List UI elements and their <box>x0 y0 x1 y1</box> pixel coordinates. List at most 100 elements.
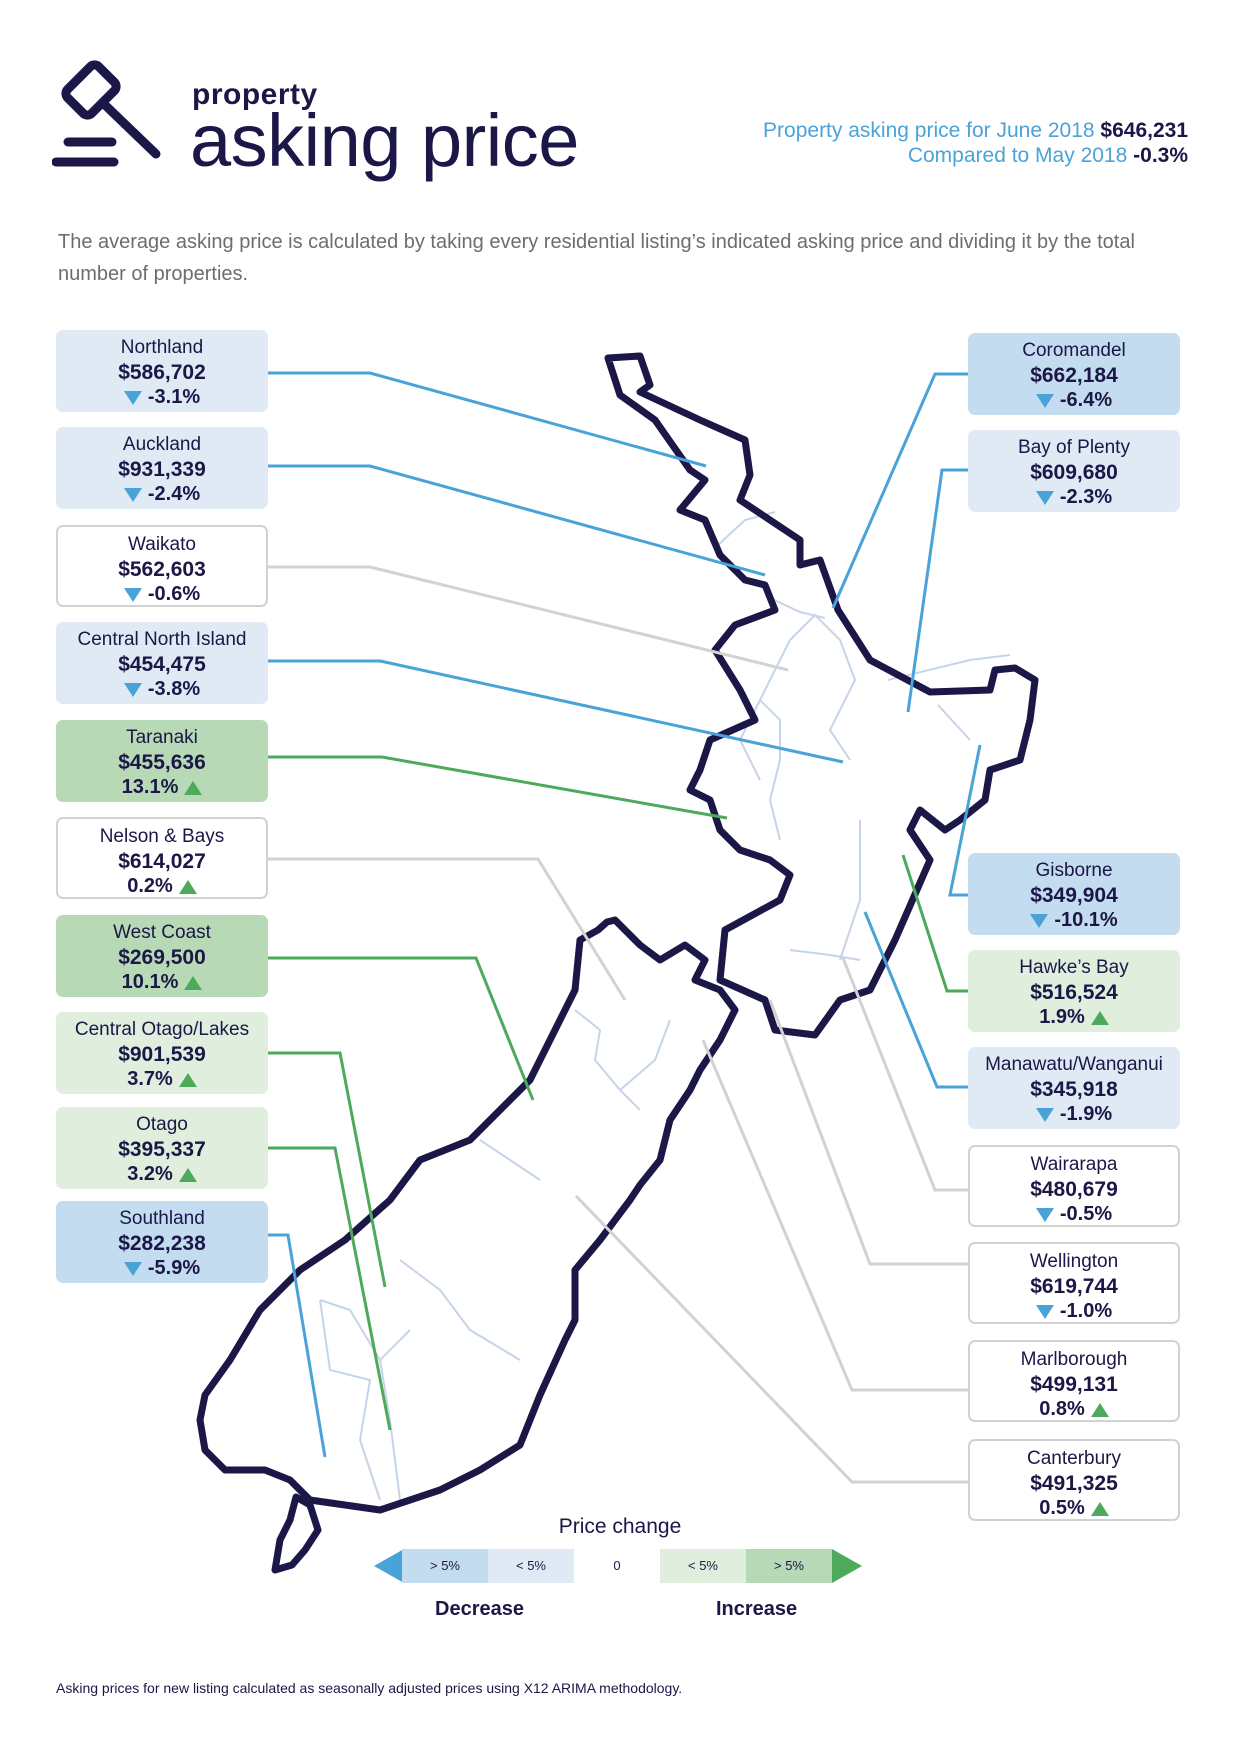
region-name: Bay of Plenty <box>1018 437 1130 458</box>
region-coromandel: Coromandel $662,184 -6.4% <box>968 333 1180 415</box>
region-price: $931,339 <box>118 458 206 481</box>
up-triangle-icon <box>1090 1501 1109 1516</box>
region-name: Otago <box>136 1114 188 1135</box>
summary-line2-text: Compared to May 2018 <box>907 144 1128 167</box>
region-price: $562,603 <box>118 558 206 581</box>
region-name: Manawatu/Wanganui <box>985 1054 1163 1075</box>
region-change: 1.9% <box>1039 1006 1085 1028</box>
region-bay-of-plenty: Bay of Plenty $609,680 -2.3% <box>968 430 1180 512</box>
region-name: Central Otago/Lakes <box>74 1019 250 1040</box>
region-gisborne: Gisborne $349,904 -10.1% <box>968 853 1180 935</box>
region-nelson-bays: Nelson & Bays $614,027 0.2% <box>56 817 268 899</box>
leader-nelson-bays <box>268 857 627 1001</box>
summary-line1-value: $646,231 <box>1100 119 1188 142</box>
region-name: Coromandel <box>1022 340 1126 361</box>
down-triangle-icon <box>1035 1304 1054 1319</box>
region-west-coast: West Coast $269,500 10.1% <box>56 915 268 997</box>
north-island-outline <box>604 352 1039 1039</box>
legend-decrease-label: Decrease <box>435 1598 524 1620</box>
region-change: -6.4% <box>1059 389 1113 411</box>
region-change: -0.6% <box>147 583 201 605</box>
leader-canterbury <box>574 1194 968 1484</box>
region-name: Gisborne <box>1035 860 1113 881</box>
region-hawkes-bay: Hawke’s Bay $516,524 1.9% <box>968 950 1180 1032</box>
decrease-arrow-icon <box>374 1549 404 1583</box>
legend-increase-small: < 5% <box>660 1549 746 1583</box>
region-name: Auckland <box>122 434 202 455</box>
down-triangle-icon <box>123 587 142 602</box>
region-manawatu-wanganui: Manawatu/Wanganui $345,918 -1.9% <box>968 1047 1180 1129</box>
gavel-icon <box>52 60 161 167</box>
region-name: Waikato <box>128 534 196 555</box>
region-name: Taranaki <box>126 727 198 748</box>
leader-hawkes-bay <box>901 854 968 993</box>
region-taranaki: Taranaki $455,636 13.1% <box>56 720 268 802</box>
leader-taranaki <box>268 755 728 820</box>
region-change: 13.1% <box>121 776 179 798</box>
up-triangle-icon <box>178 1072 197 1087</box>
region-central-otago-lakes: Central Otago/Lakes $901,539 3.7% <box>56 1012 268 1094</box>
title-small: property <box>192 78 318 111</box>
up-triangle-icon <box>178 879 197 894</box>
up-triangle-icon <box>1090 1402 1109 1417</box>
region-price: $499,131 <box>1030 1373 1118 1396</box>
region-price: $454,475 <box>118 653 206 676</box>
region-price: $349,904 <box>1030 884 1118 907</box>
region-price: $516,524 <box>1030 981 1118 1004</box>
leader-wairarapa <box>841 957 968 1192</box>
up-triangle-icon <box>184 975 203 990</box>
leader-waikato <box>268 565 789 672</box>
leader-otago <box>268 1146 392 1431</box>
footnote: Asking prices for new listing calculated… <box>56 1680 683 1696</box>
region-price: $662,184 <box>1030 364 1118 387</box>
down-triangle-icon <box>123 682 142 697</box>
region-price: $480,679 <box>1030 1178 1118 1201</box>
region-wairarapa: Wairarapa $480,679 -0.5% <box>968 1145 1180 1227</box>
description: The average asking price is calculated b… <box>58 231 1135 285</box>
up-triangle-icon <box>178 1167 197 1182</box>
down-triangle-icon <box>123 390 142 405</box>
stewart-island-outline <box>271 1493 322 1574</box>
region-price: $455,636 <box>118 751 206 774</box>
region-change: -2.3% <box>1059 486 1113 508</box>
leader-west-coast <box>268 956 535 1101</box>
region-change: -5.9% <box>147 1257 201 1279</box>
leader-central-north-island <box>268 659 844 764</box>
south-island-outline <box>196 916 739 1514</box>
region-change: -1.0% <box>1059 1300 1113 1322</box>
region-name: Southland <box>119 1208 205 1229</box>
legend-title: Price change <box>558 1515 682 1538</box>
leader-coromandel <box>831 372 968 609</box>
region-change: 10.1% <box>121 971 179 993</box>
summary: Property asking price for June 2018 $646… <box>763 118 1188 168</box>
region-change: 3.2% <box>127 1163 173 1185</box>
region-canterbury: Canterbury $491,325 0.5% <box>968 1439 1180 1521</box>
region-change: -3.1% <box>147 386 201 408</box>
region-price: $619,744 <box>1030 1275 1118 1298</box>
region-southland: Southland $282,238 -5.9% <box>56 1201 268 1283</box>
down-triangle-icon <box>123 487 142 502</box>
leader-bay-of-plenty <box>906 468 968 713</box>
region-price: $395,337 <box>118 1138 206 1161</box>
region-marlborough: Marlborough $499,131 0.8% <box>968 1340 1180 1422</box>
south-island-region-boundaries <box>319 1009 671 1501</box>
leader-wellington <box>768 999 968 1266</box>
region-price: $269,500 <box>118 946 206 969</box>
down-triangle-icon <box>1035 1107 1054 1122</box>
leader-gisborne <box>948 744 982 897</box>
down-triangle-icon <box>1035 490 1054 505</box>
increase-arrow-icon <box>832 1549 862 1583</box>
region-name: Canterbury <box>1027 1448 1121 1469</box>
up-triangle-icon <box>1090 1010 1109 1025</box>
region-price: $614,027 <box>118 850 206 873</box>
region-name: Marlborough <box>1020 1349 1128 1370</box>
up-triangle-icon <box>184 780 203 795</box>
region-name: Northland <box>120 337 204 358</box>
region-price: $586,702 <box>118 361 206 384</box>
legend-decrease-big: > 5% <box>402 1549 488 1583</box>
region-price: $901,539 <box>118 1043 206 1066</box>
region-change: -1.9% <box>1059 1103 1113 1125</box>
legend-increase-big: > 5% <box>746 1549 832 1583</box>
region-price: $609,680 <box>1030 461 1118 484</box>
region-change: -3.8% <box>147 678 201 700</box>
